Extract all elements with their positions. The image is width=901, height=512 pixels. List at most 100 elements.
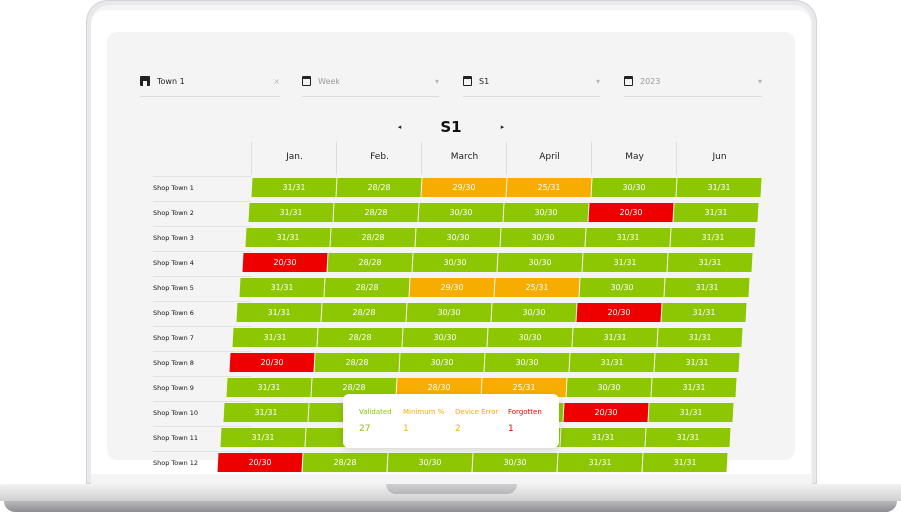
month-cell[interactable]: 28/28 (333, 203, 419, 222)
month-cell[interactable]: 28/28 (330, 228, 416, 247)
month-cell[interactable]: 28/28 (336, 178, 422, 197)
month-cell[interactable]: 31/31 (648, 403, 734, 422)
year-filter[interactable]: 2023 ▾ (624, 72, 762, 97)
month-header: April (506, 142, 592, 174)
month-cell[interactable]: 31/31 (557, 453, 643, 472)
shop-row-label: Shop Town 11 (153, 434, 199, 442)
month-cell[interactable]: 20/30 (576, 303, 661, 322)
legend-popup: Validated 27 Minimum % 1 Device Error 2 Forgot… (343, 394, 559, 448)
month-cell[interactable]: 30/30 (566, 378, 652, 397)
month-cell[interactable]: 30/30 (412, 253, 498, 272)
month-cell[interactable]: 31/31 (664, 278, 750, 297)
month-cell[interactable]: 31/31 (251, 178, 337, 197)
month-cell[interactable]: 25/31 (506, 178, 592, 197)
month-header: May (591, 142, 677, 174)
shop-row-label: Shop Town 3 (153, 234, 194, 242)
month-cell[interactable]: 31/31 (661, 303, 746, 322)
row-divider (153, 351, 251, 352)
month-cell[interactable]: 30/30 (497, 253, 583, 272)
month-cell[interactable]: 20/30 (229, 353, 315, 372)
shop-row-label: Shop Town 12 (153, 459, 199, 467)
month-cell[interactable]: 30/30 (500, 228, 586, 247)
chevron-down-icon[interactable]: ▾ (434, 76, 439, 86)
period-filter[interactable]: S1 ▾ (463, 72, 600, 97)
row-divider (153, 426, 251, 427)
chevron-down-icon[interactable]: ▾ (757, 76, 762, 86)
month-cell[interactable]: 30/30 (387, 453, 473, 472)
month-cell[interactable]: 30/30 (418, 203, 504, 222)
shop-row-label: Shop Town 9 (153, 384, 194, 392)
month-cell[interactable]: 31/31 (569, 353, 655, 372)
month-cell[interactable]: 30/30 (579, 278, 665, 297)
month-cell[interactable]: 31/31 (226, 378, 312, 397)
row-divider (153, 301, 251, 302)
month-cell[interactable]: 31/31 (560, 428, 646, 447)
month-cell[interactable]: 30/30 (406, 303, 491, 322)
month-cell[interactable]: 31/31 (670, 228, 756, 247)
next-period-button[interactable]: ▸ (500, 122, 505, 131)
shop-row-label: Shop Town 6 (153, 309, 194, 317)
period-navigation: ◂ S1 ▸ (107, 116, 795, 136)
shop-row-label: Shop Town 4 (153, 259, 194, 267)
month-cell[interactable]: 29/30 (421, 178, 507, 197)
month-cell[interactable]: 31/31 (667, 253, 753, 272)
month-cell[interactable]: 30/30 (491, 303, 576, 322)
laptop-screen: Town 1 × Week ▾ S1 ▾ 2023 ▾ ◂ S1 ▸ Jan. F… (91, 10, 811, 474)
month-cell[interactable]: 31/31 (232, 328, 318, 347)
legend-label: Device Error (455, 408, 499, 416)
row-divider (153, 401, 251, 402)
month-cell[interactable]: 31/31 (651, 378, 737, 397)
shop-row-label: Shop Town 8 (153, 359, 194, 367)
month-cell[interactable]: 20/30 (563, 403, 649, 422)
month-cell[interactable]: 31/31 (642, 453, 728, 472)
month-cell[interactable]: 28/28 (324, 278, 410, 297)
month-cell[interactable]: 30/30 (399, 353, 485, 372)
month-cell[interactable]: 30/30 (472, 453, 558, 472)
month-cell[interactable]: 31/31 (582, 253, 668, 272)
month-cell[interactable]: 31/31 (220, 428, 306, 447)
legend-label: Validated (359, 408, 392, 416)
month-cell[interactable]: 30/30 (487, 328, 573, 347)
shop-filter-value: Town 1 (157, 76, 185, 86)
month-cell[interactable]: 31/31 (657, 328, 743, 347)
month-cell[interactable]: 20/30 (588, 203, 674, 222)
month-cell[interactable]: 31/31 (239, 278, 325, 297)
month-cell[interactable]: 28/28 (314, 353, 400, 372)
clear-icon[interactable]: × (273, 76, 280, 86)
month-cell[interactable]: 30/30 (591, 178, 677, 197)
month-cell[interactable]: 20/30 (217, 453, 303, 472)
month-cell[interactable]: 31/31 (654, 353, 740, 372)
dashboard-panel: Town 1 × Week ▾ S1 ▾ 2023 ▾ ◂ S1 ▸ Jan. F… (107, 32, 795, 472)
previous-period-button[interactable]: ◂ (397, 122, 402, 131)
month-cell[interactable]: 28/28 (321, 303, 406, 322)
row-divider (153, 226, 251, 227)
month-cell[interactable]: 28/28 (327, 253, 413, 272)
shop-row-label: Shop Town 5 (153, 284, 194, 292)
month-cell[interactable]: 31/31 (245, 228, 331, 247)
frequency-filter[interactable]: Week ▾ (302, 72, 439, 97)
month-header: March (421, 142, 507, 174)
month-cell[interactable]: 31/31 (236, 303, 321, 322)
month-cell[interactable]: 28/28 (317, 328, 403, 347)
month-cell[interactable]: 31/31 (248, 203, 334, 222)
month-cell[interactable]: 31/31 (676, 178, 762, 197)
shop-icon (140, 76, 150, 86)
month-cell[interactable]: 31/31 (585, 228, 671, 247)
shop-row-label: Shop Town 2 (153, 209, 194, 217)
chevron-down-icon[interactable]: ▾ (595, 76, 600, 86)
month-cell[interactable]: 30/30 (415, 228, 501, 247)
shop-filter[interactable]: Town 1 × (140, 72, 280, 97)
month-cell[interactable]: 25/31 (494, 278, 580, 297)
month-cell[interactable]: 31/31 (645, 428, 731, 447)
month-cell[interactable]: 31/31 (673, 203, 759, 222)
month-cell[interactable]: 30/30 (503, 203, 589, 222)
legend-count: 1 (508, 424, 514, 434)
month-cell[interactable]: 31/31 (572, 328, 658, 347)
month-cell[interactable]: 20/30 (242, 253, 328, 272)
month-cell[interactable]: 28/28 (302, 453, 388, 472)
month-cell[interactable]: 30/30 (402, 328, 488, 347)
month-cell[interactable]: 31/31 (223, 403, 309, 422)
month-cell[interactable]: 29/30 (409, 278, 495, 297)
row-divider (153, 376, 251, 377)
month-cell[interactable]: 30/30 (484, 353, 570, 372)
